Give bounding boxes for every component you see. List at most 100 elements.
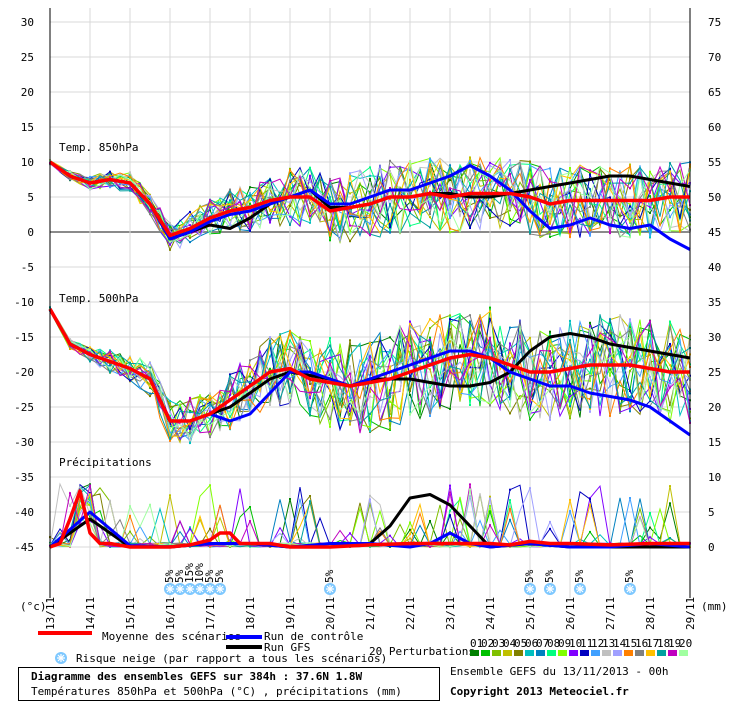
perturbation-point: [669, 343, 671, 345]
snow-risk-label: 5%: [213, 569, 226, 583]
perturbation-point: [249, 544, 251, 547]
perturbation-point: [569, 339, 571, 342]
perturbation-point: [589, 406, 591, 409]
main-series: [48, 160, 691, 549]
perturbation-point: [309, 351, 311, 354]
perturbation-point: [269, 367, 271, 370]
snowflake-glyph: [216, 585, 224, 593]
perturbation-point: [129, 514, 131, 517]
perturbation-point: [389, 389, 391, 392]
perturbation-point: [389, 205, 391, 208]
perturbation-point: [309, 413, 311, 416]
perturbation-point: [389, 400, 391, 403]
perturbation-point: [609, 385, 611, 388]
perturbation-point: [129, 175, 131, 178]
perturbation-point: [589, 379, 591, 382]
perturbation-point: [229, 219, 231, 222]
perturbation-point: [189, 233, 191, 236]
perturbation-point: [89, 520, 91, 523]
perturbation-point: [529, 411, 531, 414]
perturbation-point: [309, 215, 311, 218]
snowflake-icon: [164, 583, 176, 595]
perturbation-point: [529, 201, 531, 204]
perturbation-point: [549, 340, 551, 343]
perturbation-point: [189, 442, 191, 444]
perturbation-point: [449, 217, 451, 219]
perturbation-point: [629, 390, 631, 392]
mean-line-t500: [48, 308, 690, 423]
perturbation-point: [289, 213, 291, 216]
perturbation-point: [349, 339, 351, 342]
perturbation-point: [369, 498, 371, 501]
perturbation-point: [469, 169, 471, 172]
perturbation-point: [429, 226, 431, 229]
perturbation-point: [669, 364, 671, 367]
perturbation-point: [609, 318, 611, 321]
perturbation-point: [109, 186, 111, 189]
left-tick-label: 10: [21, 156, 34, 169]
perturbation-point: [389, 419, 391, 422]
perturbation-point: [629, 216, 631, 218]
perturbation-point: [309, 193, 311, 196]
perturbation-point: [429, 389, 431, 392]
perturbation-point: [189, 410, 191, 412]
perturbation-point: [289, 339, 291, 342]
perturbation-point: [289, 378, 291, 381]
x-tick-label: 22/11: [404, 597, 417, 630]
x-tick-label: 27/11: [604, 597, 617, 630]
perturbation-point: [509, 395, 511, 397]
perturbation-swatch: [602, 650, 611, 656]
perturbation-point: [289, 172, 291, 174]
perturbation-point: [429, 408, 431, 411]
perturbation-point: [549, 365, 551, 368]
perturbation-point: [509, 342, 511, 345]
perturbation-point: [409, 160, 411, 163]
perturbation-point: [329, 337, 331, 340]
perturbation-number: 16: [635, 637, 648, 650]
legend-control-label: Run de contrôle: [264, 630, 363, 643]
perturbation-point: [629, 213, 631, 216]
perturbation-point: [229, 206, 231, 208]
snowflake-icon: [624, 583, 636, 595]
perturbation-point: [229, 203, 231, 206]
perturbation-point: [529, 171, 531, 174]
perturbation-point: [329, 185, 331, 188]
x-tick-label: 18/11: [244, 597, 257, 630]
perturbation-swatch: [668, 650, 677, 656]
perturbation-point: [489, 348, 491, 351]
perturbation-point: [249, 359, 251, 362]
perturbation-point: [189, 400, 191, 402]
perturbation-point: [89, 360, 91, 363]
perturbation-point: [89, 175, 91, 178]
perturbation-point: [109, 534, 111, 537]
perturbation-point: [389, 203, 391, 206]
perturbation-point: [569, 400, 571, 403]
perturbation-point: [489, 164, 491, 167]
perturbation-point: [589, 530, 591, 533]
perturbation-point: [489, 187, 491, 190]
perturbation-point: [469, 495, 471, 498]
perturbation-point: [429, 545, 431, 548]
perturbation-point: [109, 170, 111, 173]
perturbation-point: [229, 201, 231, 204]
left-tick-label: -15: [14, 331, 34, 344]
perturbation-point: [169, 542, 171, 545]
perturbation-point: [189, 224, 191, 227]
perturbation-point: [629, 182, 631, 185]
perturbation-point: [649, 233, 651, 236]
perturbation-point: [209, 407, 211, 410]
perturbation-point: [409, 521, 411, 524]
perturbation-point: [329, 228, 331, 231]
perturbation-point: [529, 418, 531, 421]
perturbation-point: [449, 340, 451, 343]
perturbation-point: [209, 418, 211, 421]
perturbation-point: [109, 499, 111, 502]
perturbation-point: [409, 413, 411, 416]
perturbation-point: [229, 188, 231, 191]
perturbation-point: [569, 343, 571, 346]
right-tick-label: 45: [708, 226, 721, 239]
perturbation-point: [369, 374, 371, 377]
perturbation-point: [269, 355, 271, 358]
perturbation-point: [569, 417, 571, 420]
perturbation-point: [89, 355, 91, 358]
